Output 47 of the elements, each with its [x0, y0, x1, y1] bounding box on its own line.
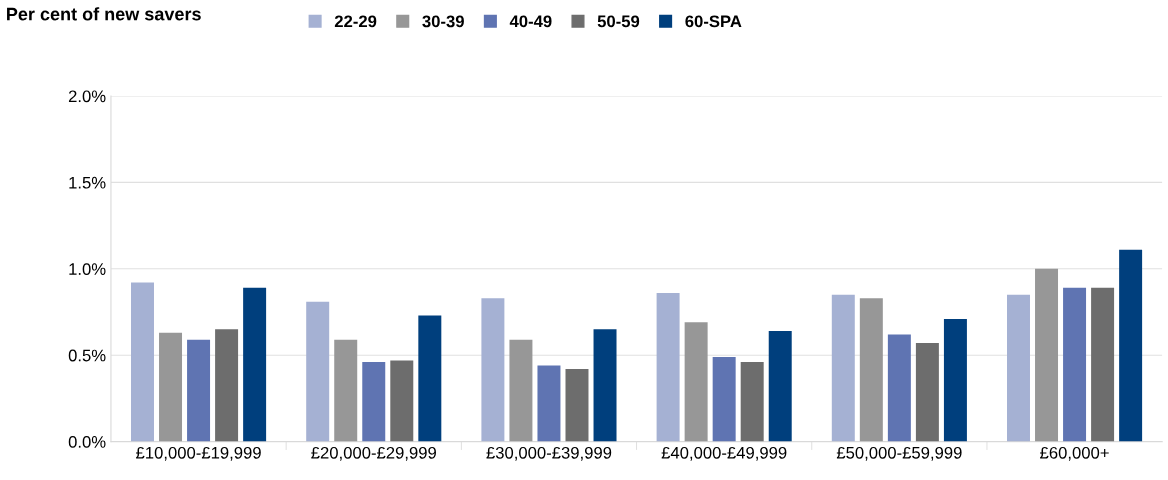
bar: [481, 298, 505, 442]
bar: [831, 294, 855, 442]
legend-label: 60-SPA: [685, 15, 742, 28]
legend-label: 30-39: [422, 15, 464, 28]
x-tick-label: £30,000-£39,999: [486, 446, 612, 461]
legend-label: 22-29: [334, 15, 377, 28]
x-tick-label: £20,000-£29,999: [311, 446, 436, 461]
bar: [390, 360, 414, 442]
bar: [418, 315, 442, 442]
bar: [593, 329, 617, 442]
y-axis-title: Per cent of new savers: [7, 7, 201, 21]
bar: [306, 301, 330, 442]
bar: [768, 331, 792, 442]
bar: [1091, 287, 1115, 442]
bar: [215, 329, 239, 442]
bar: [131, 282, 154, 442]
x-tick-label: £10,000-£19,999: [136, 446, 261, 461]
y-tick-label: 2.0%: [68, 90, 106, 103]
y-tick-label: 0.5%: [68, 349, 106, 362]
bar: [684, 322, 708, 442]
x-tick-label: £60,000+: [1040, 446, 1109, 461]
bar: [243, 287, 267, 442]
bar: [537, 365, 561, 442]
y-tick-label: 1.5%: [69, 176, 106, 189]
bar: [1035, 268, 1059, 442]
bar: [915, 343, 939, 442]
bar: [1063, 287, 1087, 442]
bar: [740, 362, 764, 442]
bar: [712, 356, 736, 442]
bar: [565, 369, 589, 442]
bar: [509, 339, 533, 442]
legend-label: 50-59: [597, 15, 640, 28]
legend-label: 40-49: [509, 15, 552, 28]
bar: [187, 339, 211, 442]
bar: [1007, 294, 1030, 442]
bar: [159, 332, 183, 442]
bar: [334, 339, 358, 442]
bar: [943, 318, 967, 442]
x-tick-label: £50,000-£59,999: [836, 446, 962, 461]
y-tick-label: 0.0%: [68, 436, 106, 448]
x-tick-label: £40,000-£49,999: [661, 446, 787, 461]
bar: [1119, 249, 1143, 442]
bar: [859, 298, 883, 442]
bar: [887, 334, 911, 442]
bar: [656, 292, 680, 442]
y-tick-label: 1.0%: [69, 263, 106, 275]
bar: [362, 362, 386, 442]
